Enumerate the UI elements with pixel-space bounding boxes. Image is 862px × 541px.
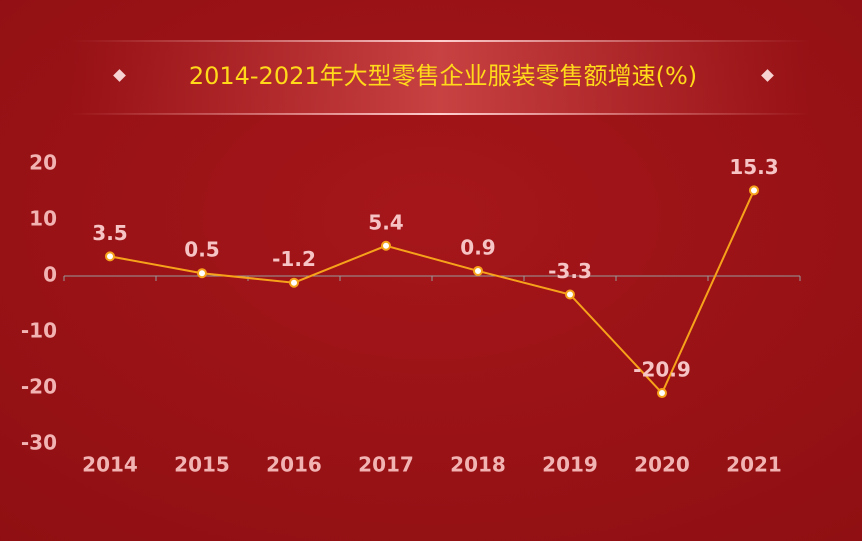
value-label: -20.9 — [633, 358, 691, 382]
point — [105, 251, 115, 262]
point — [749, 185, 759, 196]
y-tick-label: 0 — [43, 263, 57, 287]
value-label: 15.3 — [729, 155, 778, 179]
point — [657, 388, 667, 399]
value-label: 5.4 — [368, 210, 403, 234]
value-label: -3.3 — [548, 259, 592, 283]
y-tick-label: 20 — [29, 151, 57, 175]
value-label: 0.9 — [460, 235, 495, 259]
y-tick-label: 10 — [29, 207, 57, 231]
value-label: -1.2 — [272, 247, 316, 271]
title-banner — [70, 42, 810, 114]
chart-title: 2014-2021年大型零售企业服装零售额增速(%) — [189, 62, 697, 90]
x-tick-label: 2014 — [82, 453, 138, 477]
point — [381, 240, 391, 251]
x-tick-label: 2020 — [634, 453, 690, 477]
y-tick-label: -30 — [21, 431, 57, 455]
point — [473, 265, 483, 276]
x-tick-label: 2021 — [726, 453, 782, 477]
y-tick-label: -10 — [21, 319, 57, 343]
x-tick-label: 2015 — [174, 453, 230, 477]
banner-edge — [70, 113, 810, 115]
point — [289, 277, 299, 288]
value-label: 3.5 — [92, 221, 127, 245]
x-tick-label: 2017 — [358, 453, 414, 477]
line — [109, 189, 755, 395]
x-tick-label: 2019 — [542, 453, 598, 477]
x-tick-label: 2016 — [266, 453, 322, 477]
banner-edge — [70, 40, 810, 42]
value-label: 0.5 — [184, 238, 219, 262]
point — [565, 289, 575, 300]
point — [197, 268, 207, 279]
y-tick-label: -20 — [21, 375, 57, 399]
x-tick-label: 2018 — [450, 453, 506, 477]
